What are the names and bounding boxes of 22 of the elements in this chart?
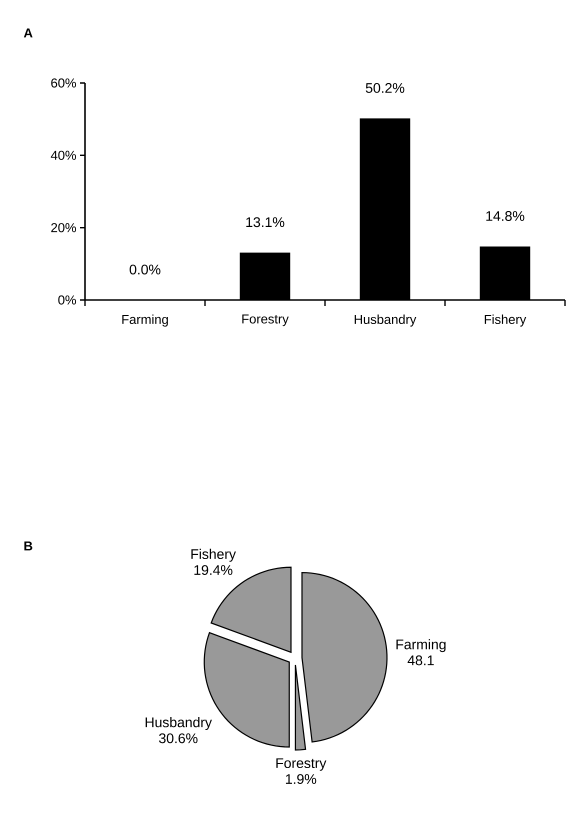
- y-tick-label: 40%: [50, 150, 76, 160]
- chart-title: A: [24, 28, 33, 38]
- x-tick-label: Forestry: [242, 314, 289, 326]
- slice-label: Fishery: [191, 548, 236, 562]
- text: B: [24, 542, 32, 550]
- data-label: 48.1: [408, 655, 434, 666]
- x-tick-label: Husbandry: [354, 314, 416, 327]
- slice-label: Forestry: [276, 758, 326, 771]
- y-tick-label: 20%: [51, 223, 76, 232]
- data-label: 19.4%: [194, 565, 232, 575]
- x-tick-label: Fishery: [484, 314, 526, 327]
- data-label: 30.6%: [159, 733, 198, 744]
- data-label: 13.1%: [246, 217, 284, 228]
- x-tick-label: Farming: [122, 314, 168, 327]
- data-label: 0.0%: [130, 264, 160, 274]
- slice-label: Farming: [396, 639, 446, 652]
- data-label: 1.9%: [286, 774, 316, 784]
- y-tick-label: 0%: [58, 295, 76, 305]
- data-label: 50.2%: [366, 83, 404, 93]
- slice-label: Husbandry: [146, 717, 212, 730]
- data-label: 14.8%: [486, 211, 524, 221]
- y-tick-label: 60%: [51, 78, 76, 88]
